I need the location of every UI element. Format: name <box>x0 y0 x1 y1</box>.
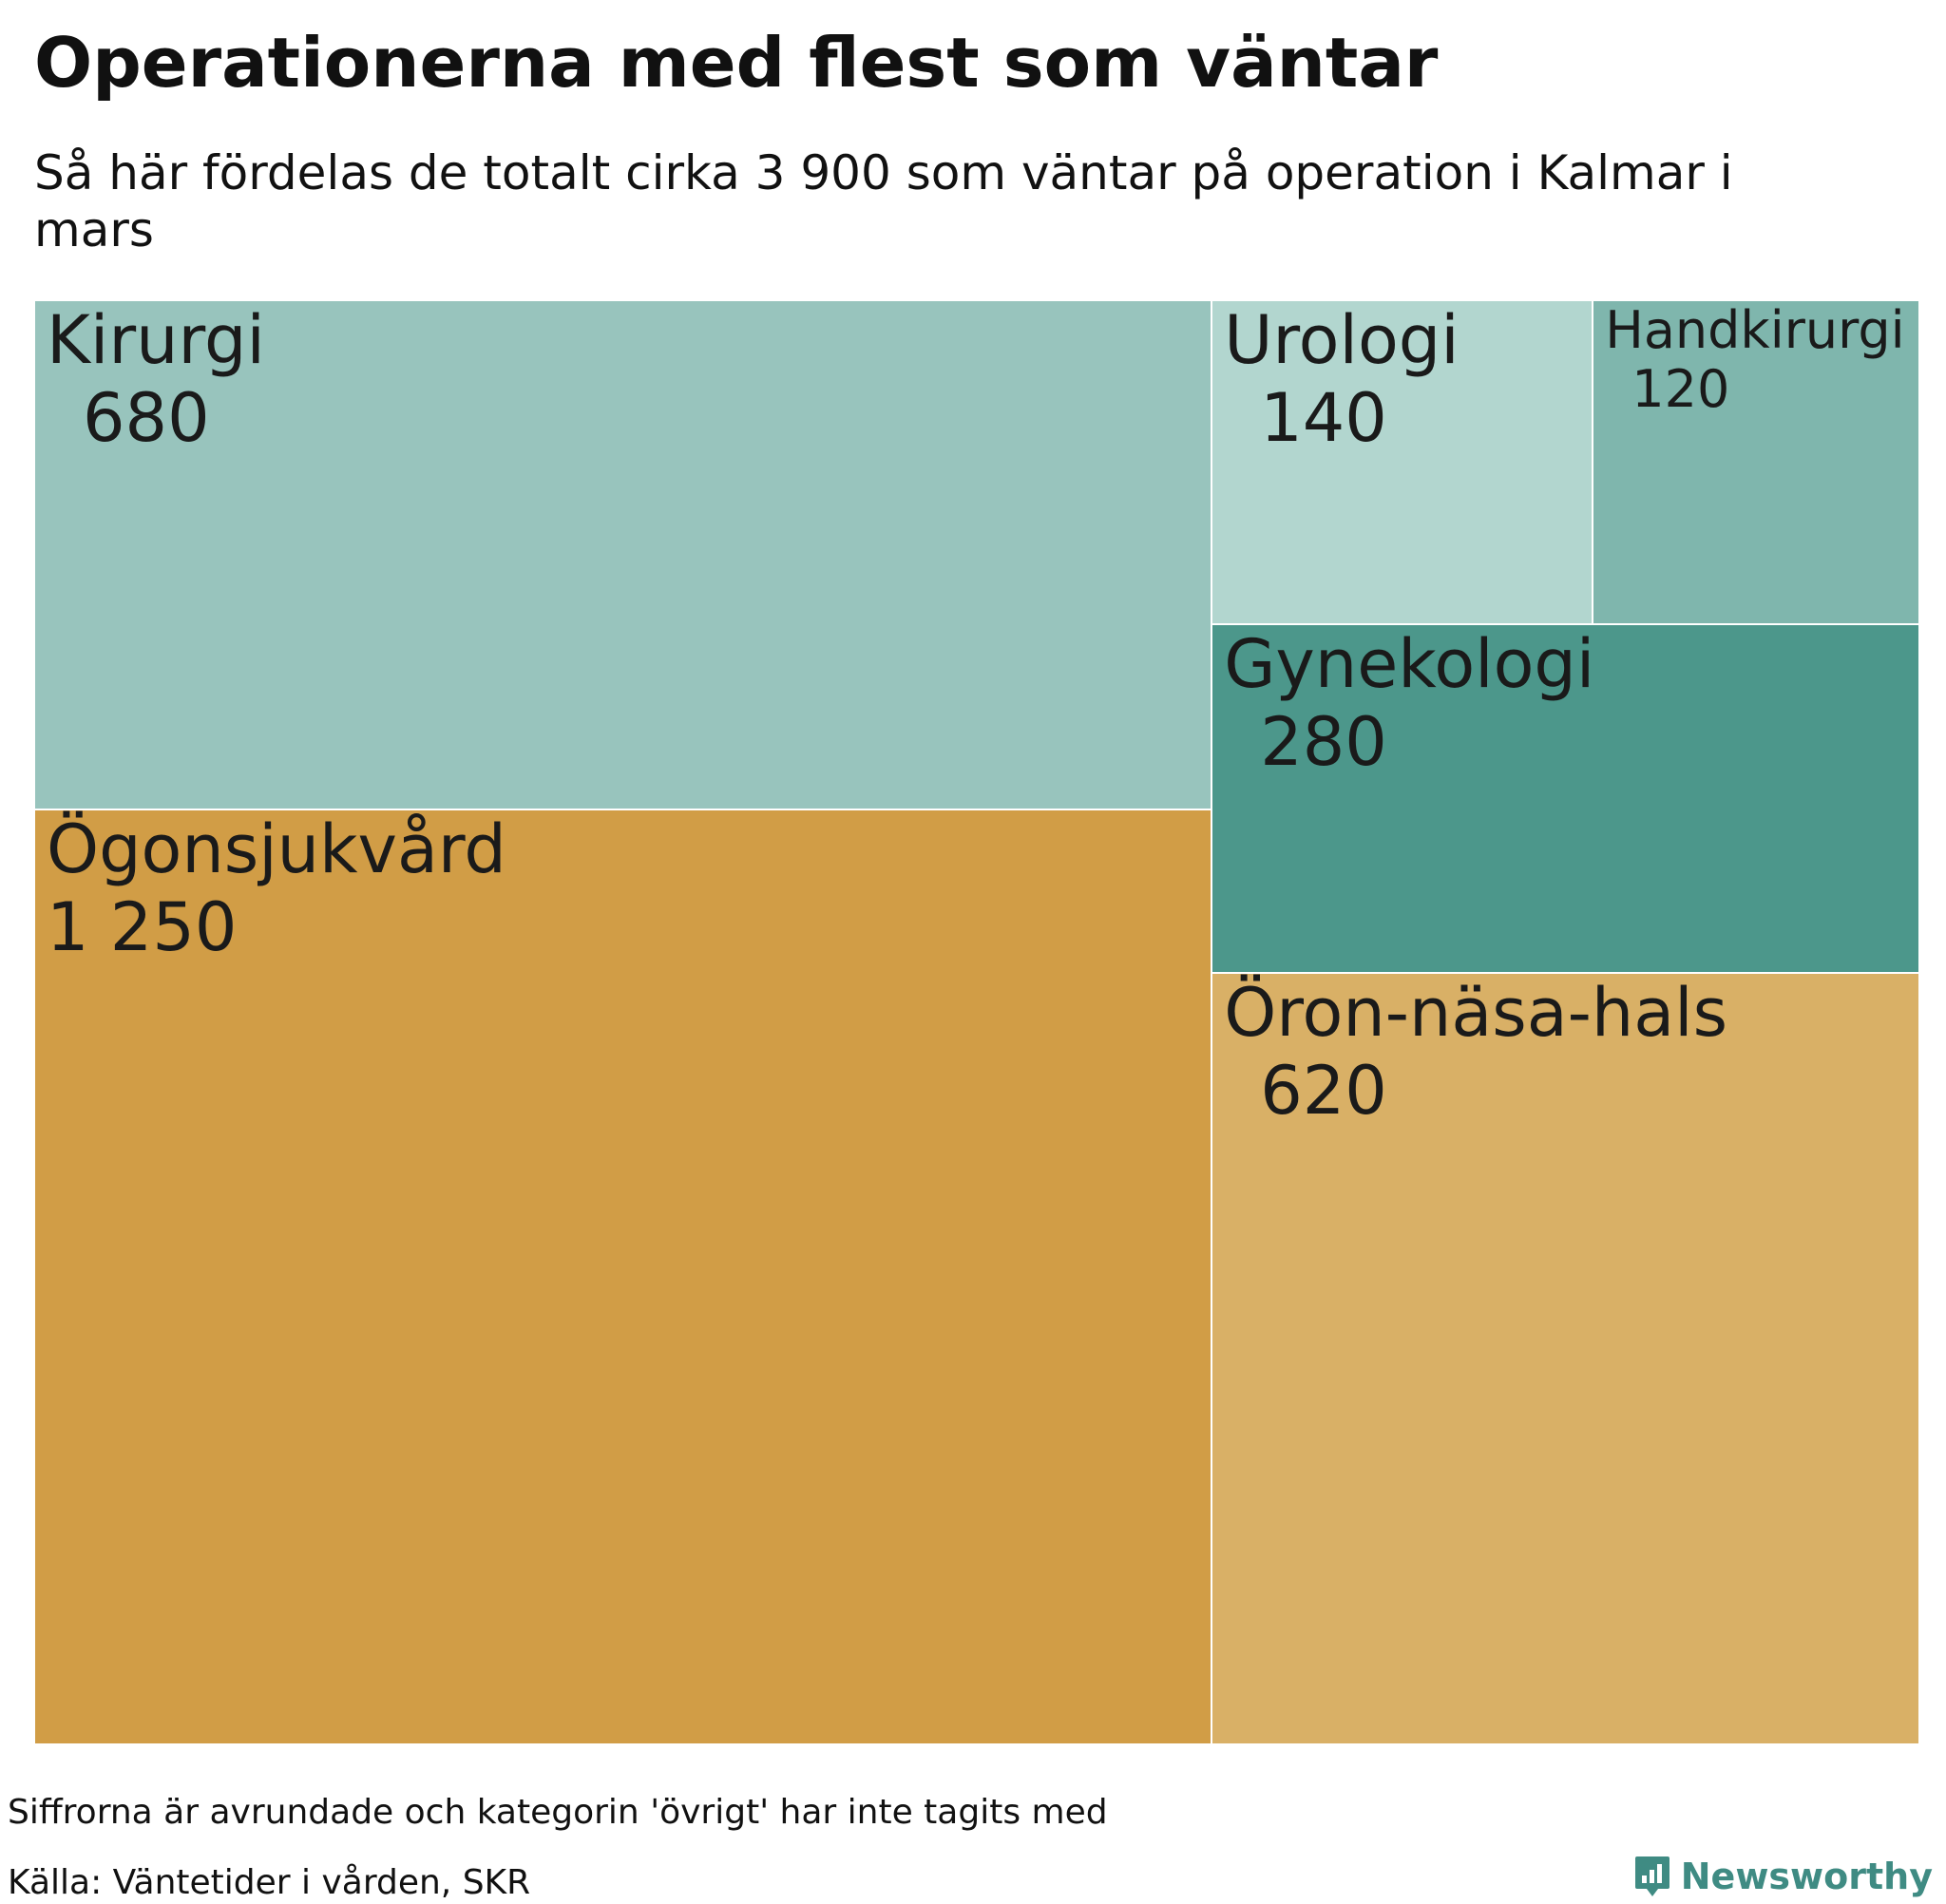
tile-value: 140 <box>1260 379 1387 457</box>
tile-value: 280 <box>1260 702 1387 781</box>
tile-gynekologi: Gynekologi 280 <box>1211 623 1919 973</box>
source-note: Källa: Väntetider i vården, SKR <box>8 1863 531 1902</box>
footnote: Siffrorna är avrundade och kategorin 'öv… <box>8 1793 1108 1832</box>
tile-kirurgi: Kirurgi 680 <box>34 300 1212 809</box>
newsworthy-logo-icon <box>1634 1856 1669 1896</box>
tile-urologi: Urologi 140 <box>1211 300 1593 624</box>
tile-value: 680 <box>83 379 210 457</box>
tile-label: Urologi <box>1224 301 1460 379</box>
tile-label: Ögonsjukvård <box>47 809 506 888</box>
brand-logo: Newsworthy <box>1633 1855 1933 1898</box>
chart-subtitle: Så här fördelas de totalt cirka 3 900 so… <box>34 145 1733 257</box>
chart-title: Operationerna med flest som väntar <box>34 23 1439 103</box>
treemap: Ögonsjukvård 1 250 Kirurgi 680 Öron-näsa-hal… <box>34 300 1919 1744</box>
tile-handkirurgi: Handkirurgi 120 <box>1593 300 1919 624</box>
tile-ogonsjukvard: Ögonsjukvård 1 250 <box>34 809 1212 1744</box>
tile-label: Öron-näsa-hals <box>1224 973 1728 1052</box>
tile-value: 120 <box>1631 359 1730 419</box>
brand-name: Newsworthy <box>1680 1856 1933 1897</box>
tile-value: 620 <box>1260 1051 1387 1130</box>
tile-label: Kirurgi <box>47 301 265 379</box>
tile-value: 1 250 <box>47 887 238 966</box>
tile-label: Gynekologi <box>1224 624 1595 703</box>
tile-oron-nasa-hals: Öron-näsa-hals 620 <box>1211 972 1919 1744</box>
tile-label: Handkirurgi <box>1605 300 1905 360</box>
